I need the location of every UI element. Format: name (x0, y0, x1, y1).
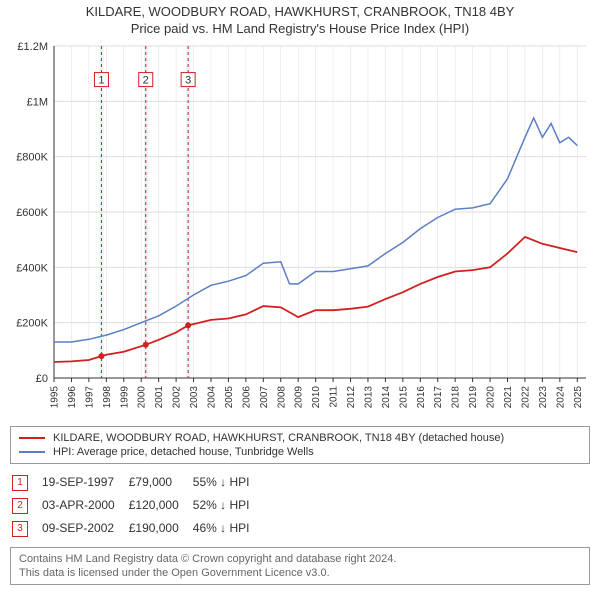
sale-date: 19-SEP-1997 (42, 472, 127, 493)
sale-delta: 55% ↓ HPI (193, 472, 262, 493)
x-tick-label: 2012 (346, 385, 357, 408)
x-tick-label: 2015 (398, 385, 409, 408)
x-tick-label: 2020 (486, 385, 497, 408)
x-tick-label: 2010 (311, 385, 322, 408)
legend-swatch-hpi (19, 451, 45, 453)
x-tick-label: 2022 (520, 385, 531, 408)
x-tick-label: 2009 (294, 385, 305, 408)
marker-badge: 3 (12, 521, 28, 537)
marker-number: 3 (185, 74, 191, 86)
x-tick-label: 2005 (224, 385, 235, 408)
table-row: 3 09-SEP-2002 £190,000 46% ↓ HPI (12, 518, 261, 539)
x-tick-label: 2013 (363, 385, 374, 408)
sale-price: £79,000 (129, 472, 191, 493)
chart-title-line2: Price paid vs. HM Land Registry's House … (131, 21, 469, 36)
x-tick-label: 2003 (189, 385, 200, 408)
attribution-line1: Contains HM Land Registry data © Crown c… (19, 553, 396, 565)
y-tick-label: £600K (16, 207, 48, 219)
y-tick-label: £800K (16, 151, 48, 163)
sale-dot (185, 322, 191, 328)
sale-price: £190,000 (129, 518, 191, 539)
x-tick-label: 2001 (154, 385, 165, 408)
x-tick-label: 1997 (84, 385, 95, 408)
sale-delta: 46% ↓ HPI (193, 518, 262, 539)
sale-price: £120,000 (129, 495, 191, 516)
sale-dot (98, 353, 104, 359)
x-tick-label: 2008 (276, 385, 287, 408)
x-tick-label: 2023 (538, 385, 549, 408)
chart-title: KILDARE, WOODBURY ROAD, HAWKHURST, CRANB… (6, 4, 594, 38)
marker-badge: 2 (12, 498, 28, 514)
x-tick-label: 2019 (468, 385, 479, 408)
chart-container: KILDARE, WOODBURY ROAD, HAWKHURST, CRANB… (0, 0, 600, 591)
x-tick-label: 2002 (172, 385, 183, 408)
sales-table: 1 19-SEP-1997 £79,000 55% ↓ HPI 2 03-APR… (10, 470, 263, 541)
legend-label-hpi: HPI: Average price, detached house, Tunb… (53, 446, 314, 458)
y-tick-label: £1.2M (17, 41, 48, 53)
x-tick-label: 2024 (555, 385, 566, 408)
chart-svg: £0 £200K £400K £600K £800K £1M £1.2M 1995 1996 19… (6, 38, 594, 418)
legend-item-hpi: HPI: Average price, detached house, Tunb… (19, 445, 581, 459)
x-tick-label: 2000 (137, 385, 148, 408)
x-tick-label: 2007 (259, 385, 270, 408)
x-tick-label: 2004 (206, 385, 217, 408)
chart-title-line1: KILDARE, WOODBURY ROAD, HAWKHURST, CRANB… (86, 4, 515, 19)
x-tick-label: 1999 (119, 385, 130, 408)
x-tick-label: 1996 (67, 385, 78, 408)
y-tick-label: £1M (27, 96, 48, 108)
x-tick-label: 1998 (102, 385, 113, 408)
sale-date: 09-SEP-2002 (42, 518, 127, 539)
sale-dot (143, 342, 149, 348)
x-tick-label: 2016 (416, 385, 427, 408)
attribution-line2: This data is licensed under the Open Gov… (19, 567, 330, 579)
marker-number: 2 (143, 74, 149, 86)
marker-badge: 1 (12, 475, 28, 491)
x-tick-label: 2014 (381, 385, 392, 408)
legend: KILDARE, WOODBURY ROAD, HAWKHURST, CRANB… (10, 426, 590, 464)
legend-swatch-price-paid (19, 437, 45, 439)
y-tick-label: £0 (36, 373, 48, 385)
table-row: 1 19-SEP-1997 £79,000 55% ↓ HPI (12, 472, 261, 493)
x-tick-label: 2011 (329, 385, 340, 407)
legend-label-price-paid: KILDARE, WOODBURY ROAD, HAWKHURST, CRANB… (53, 432, 504, 444)
y-tick-label: £200K (16, 317, 48, 329)
x-tick-label: 2018 (451, 385, 462, 408)
x-tick-label: 2017 (433, 385, 444, 408)
attribution: Contains HM Land Registry data © Crown c… (10, 547, 590, 586)
marker-number: 1 (98, 74, 104, 86)
x-tick-label: 2021 (503, 385, 514, 408)
chart-plot: £0 £200K £400K £600K £800K £1M £1.2M 1995 1996 19… (6, 38, 594, 418)
y-tick-label: £400K (16, 262, 48, 274)
x-tick-label: 2025 (573, 385, 584, 408)
table-row: 2 03-APR-2000 £120,000 52% ↓ HPI (12, 495, 261, 516)
x-tick-label: 1995 (50, 385, 61, 408)
sale-date: 03-APR-2000 (42, 495, 127, 516)
x-tick-label: 2006 (241, 385, 252, 408)
legend-item-price-paid: KILDARE, WOODBURY ROAD, HAWKHURST, CRANB… (19, 431, 581, 445)
sale-delta: 52% ↓ HPI (193, 495, 262, 516)
